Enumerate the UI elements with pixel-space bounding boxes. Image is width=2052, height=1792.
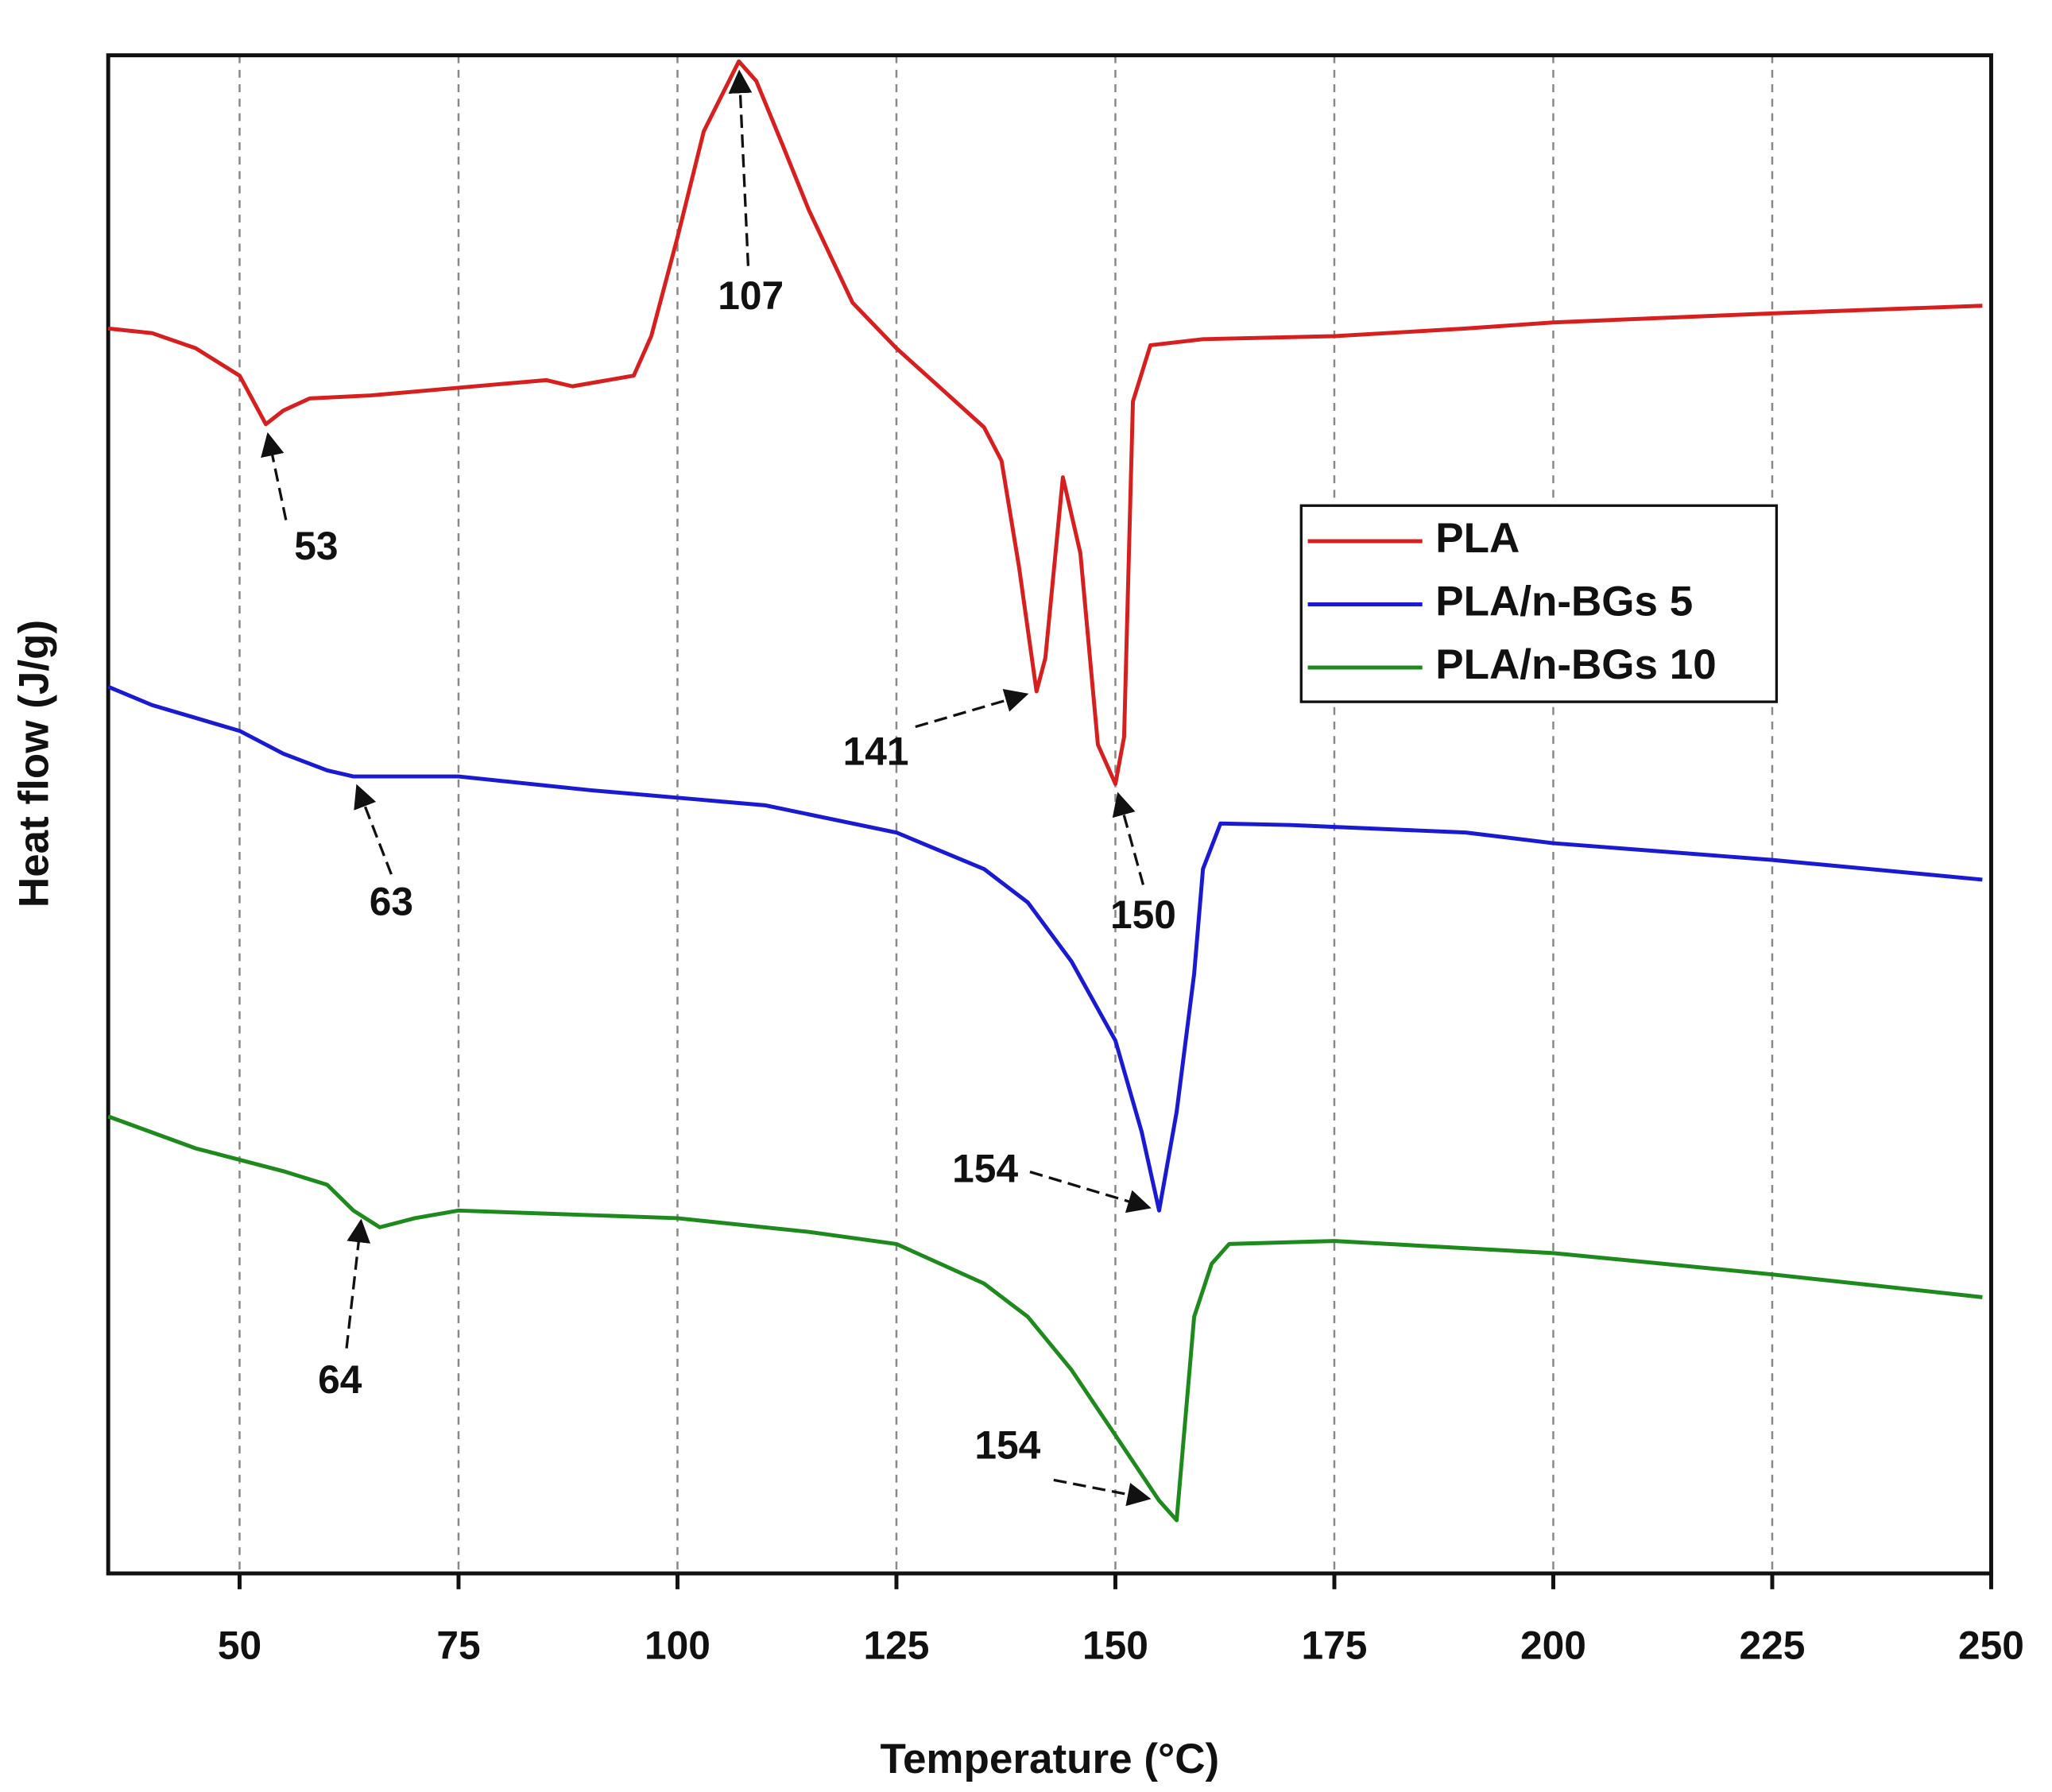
x-tick-label: 100 xyxy=(645,1624,710,1668)
legend-label: PLA/n-BGs 10 xyxy=(1435,641,1716,688)
annotation-arrow xyxy=(354,784,393,875)
x-tick-label: 75 xyxy=(436,1624,480,1668)
annotation-label: 154 xyxy=(952,1147,1018,1191)
series-line xyxy=(107,59,1983,786)
x-tick-label: 250 xyxy=(1958,1624,2024,1668)
annotation-label: 150 xyxy=(1110,892,1176,937)
annotation-arrow xyxy=(1053,1478,1152,1507)
annotation-arrow xyxy=(261,432,288,521)
legend-label: PLA/n-BGs 5 xyxy=(1435,579,1693,625)
series-line xyxy=(107,1114,1983,1523)
x-axis-label: Temperature (°C) xyxy=(881,1736,1220,1782)
annotation-label: 141 xyxy=(843,730,909,774)
plot-frame xyxy=(106,53,1993,1576)
series-line xyxy=(107,684,1983,1213)
x-tick-label: 225 xyxy=(1740,1624,1806,1668)
x-tick-label: 175 xyxy=(1302,1624,1368,1668)
annotation-label: 64 xyxy=(318,1357,362,1402)
annotation-label: 107 xyxy=(718,273,784,318)
annotation-arrow xyxy=(345,1218,371,1349)
annotation-label: 63 xyxy=(370,879,413,923)
annotation-arrow xyxy=(1029,1171,1152,1213)
annotation-label: 53 xyxy=(294,524,338,568)
annotation-arrow xyxy=(1112,791,1145,885)
legend-label: PLA xyxy=(1435,515,1520,562)
x-tick-label: 150 xyxy=(1082,1624,1148,1668)
y-axis-label: Heat flow (J/g) xyxy=(11,620,58,908)
x-tick-label: 200 xyxy=(1520,1624,1586,1668)
annotation-label: 154 xyxy=(974,1423,1040,1468)
x-tick-label: 50 xyxy=(218,1624,261,1668)
x-tick-label: 125 xyxy=(864,1624,930,1668)
annotation-arrow xyxy=(915,688,1029,729)
annotation-arrow xyxy=(728,69,753,266)
